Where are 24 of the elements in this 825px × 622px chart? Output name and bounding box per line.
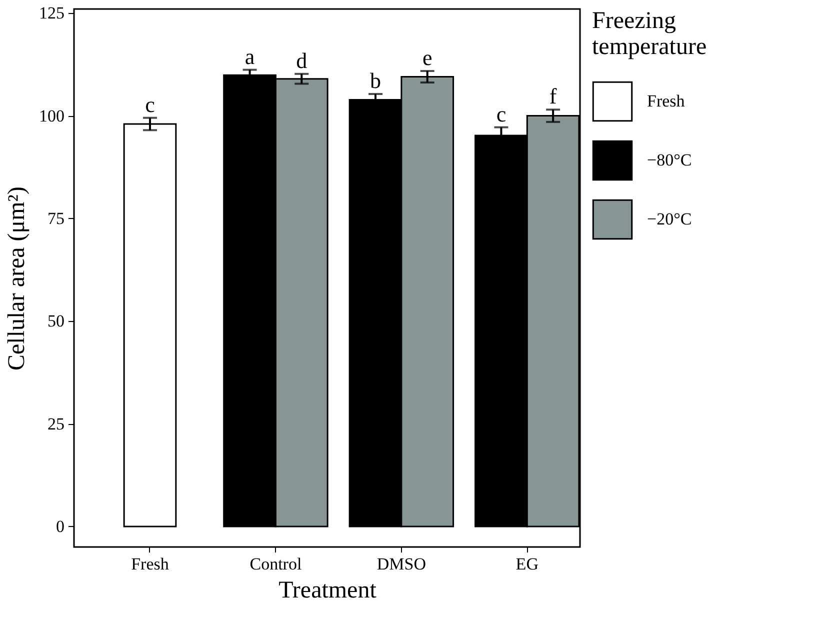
annotation: f: [549, 84, 558, 109]
y-tick-label: 50: [48, 312, 64, 331]
y-tick-label: 100: [39, 106, 64, 126]
annotation: c: [496, 101, 506, 126]
annotation: d: [296, 48, 308, 73]
legend-label: Fresh: [647, 92, 686, 110]
x-axis-title: Treatment: [278, 578, 377, 604]
y-tick-label: 75: [48, 208, 64, 228]
legend-label: −20°C: [647, 210, 692, 228]
y-tick-label: 25: [48, 414, 64, 434]
y-tick-label: 125: [39, 4, 64, 23]
legend-label: −80°C: [647, 150, 692, 170]
y-tick-label: 0: [56, 516, 64, 536]
x-tick-label: Fresh: [131, 554, 170, 574]
annotation: e: [422, 45, 432, 70]
legend-title: Freezing temperature: [592, 8, 707, 60]
annotation: b: [370, 68, 381, 94]
bar: [123, 123, 177, 528]
annotation: a: [244, 44, 255, 69]
y-axis-title: Cellular area (μm²): [4, 186, 30, 370]
x-tick-label: EG: [516, 554, 538, 574]
annotation: c: [145, 92, 156, 117]
x-tick-label: DMSO: [376, 554, 426, 574]
x-tick-label: Control: [250, 554, 302, 574]
